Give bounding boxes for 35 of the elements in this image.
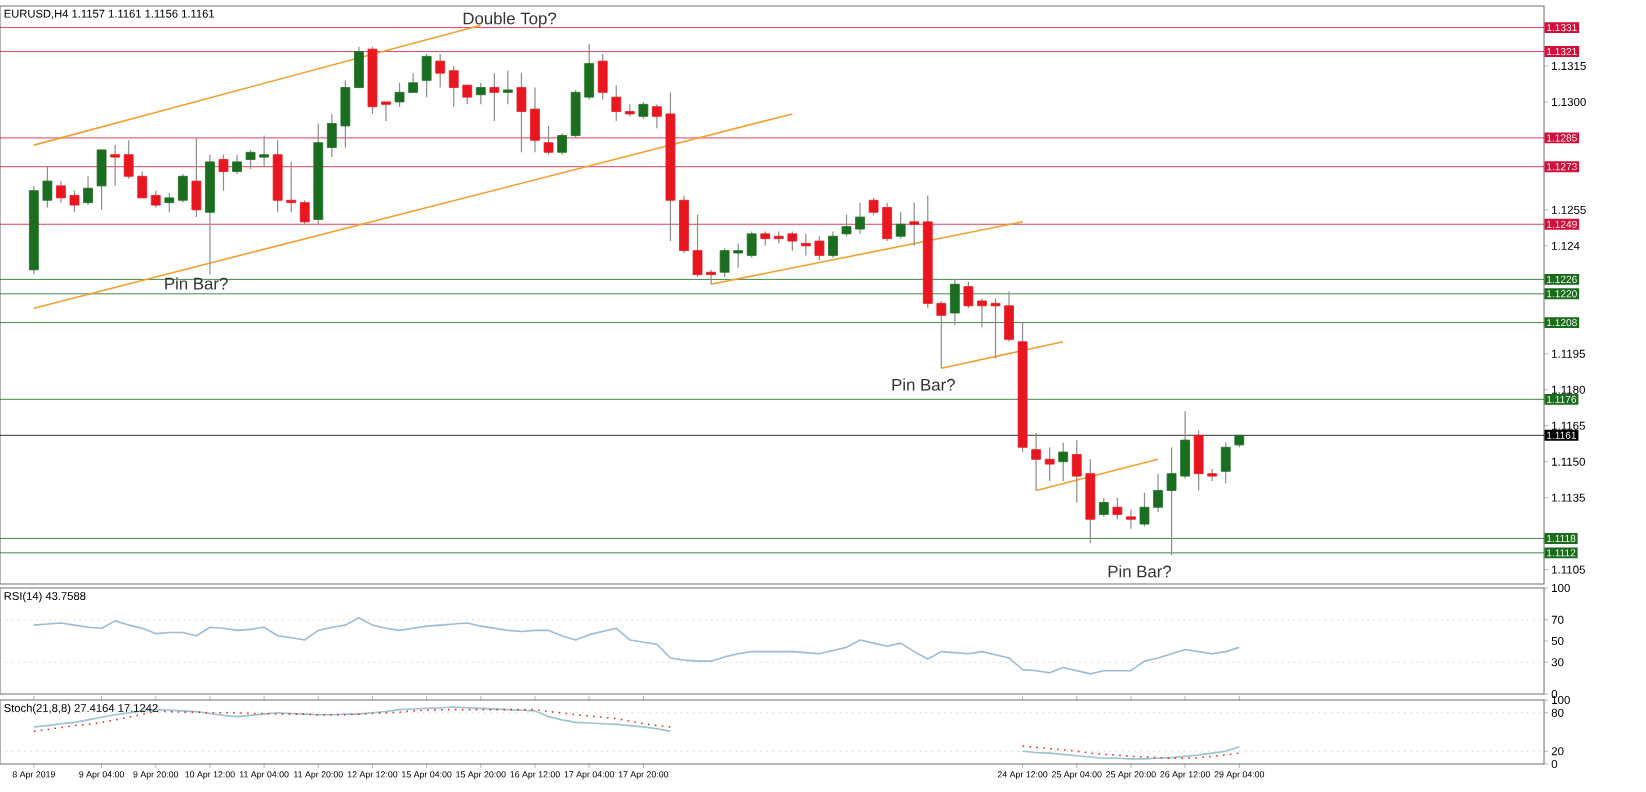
candlestick [83, 175, 93, 206]
candlestick [611, 84, 622, 122]
line-series [1021, 745, 1241, 760]
candlestick [299, 199, 310, 225]
candlestick [597, 53, 608, 101]
candlestick [475, 82, 486, 105]
candlestick [1126, 509, 1136, 530]
candlestick [1220, 441, 1231, 484]
candlestick [232, 154, 242, 175]
candlestick [1058, 441, 1069, 482]
candlestick [110, 144, 120, 187]
candlestick [909, 202, 920, 247]
candlestick [828, 230, 838, 259]
candlestick [96, 149, 107, 211]
annotation: Double Top? [463, 12, 557, 28]
candlestick [543, 125, 554, 156]
annotation: Pin Bar? [1108, 565, 1172, 578]
candlestick [746, 230, 757, 259]
candlestick [895, 211, 906, 240]
candlestick [557, 132, 567, 156]
candlestick [164, 192, 175, 213]
candlestick [503, 70, 513, 105]
annotation: Pin Bar? [165, 277, 228, 290]
candlestick [1031, 432, 1041, 492]
candlestick [435, 53, 446, 89]
candlestick [191, 137, 202, 218]
candlestick [1112, 497, 1123, 520]
annotation: Pin Bar? [892, 378, 955, 391]
candlestick [1098, 497, 1109, 518]
candlestick [218, 154, 229, 192]
candlestick [421, 53, 432, 98]
candlestick [177, 173, 188, 204]
candlestick [1044, 446, 1055, 482]
candlestick [354, 46, 364, 89]
candlestick [489, 72, 500, 122]
